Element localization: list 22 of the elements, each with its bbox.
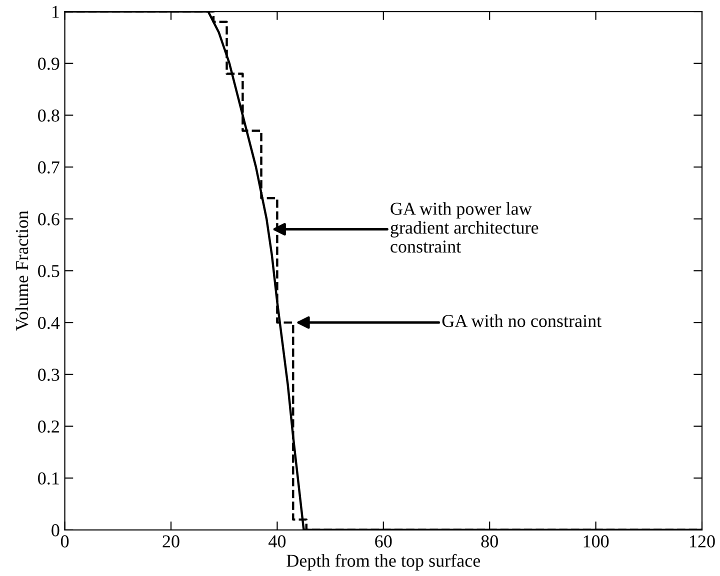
y-tick-label: 0.5 [38,264,60,278]
y-tick-label: 0.7 [38,161,60,174]
x-tick-label: 120 [690,535,715,548]
y-tick-label: 0.2 [38,420,59,433]
x-tick-label: 40 [268,535,286,548]
y-axis-title: Volume Fraction [15,210,28,331]
y-tick-label: 0.8 [38,109,60,122]
x-axis-title: Depth from the top surface [286,554,480,570]
x-tick-label: 20 [162,535,180,548]
y-tick-label: 0.9 [38,58,60,70]
x-tick-label: 100 [584,535,609,548]
annotation: GA with power law gradient architecture constraint [390,202,538,253]
y-tick-label: 0.3 [38,368,60,381]
y-tick-label: 0.4 [38,316,60,330]
y-tick-label: 0.6 [38,213,60,226]
x-tick-label: 60 [375,535,392,548]
annotation: GA with no constraint [442,314,602,328]
y-tick-label: 0.1 [38,472,59,485]
y-tick-label: 0 [52,524,60,536]
x-tick-label: 80 [481,535,498,548]
y-tick-label: 1 [52,6,59,18]
x-tick-label: 0 [60,535,69,548]
